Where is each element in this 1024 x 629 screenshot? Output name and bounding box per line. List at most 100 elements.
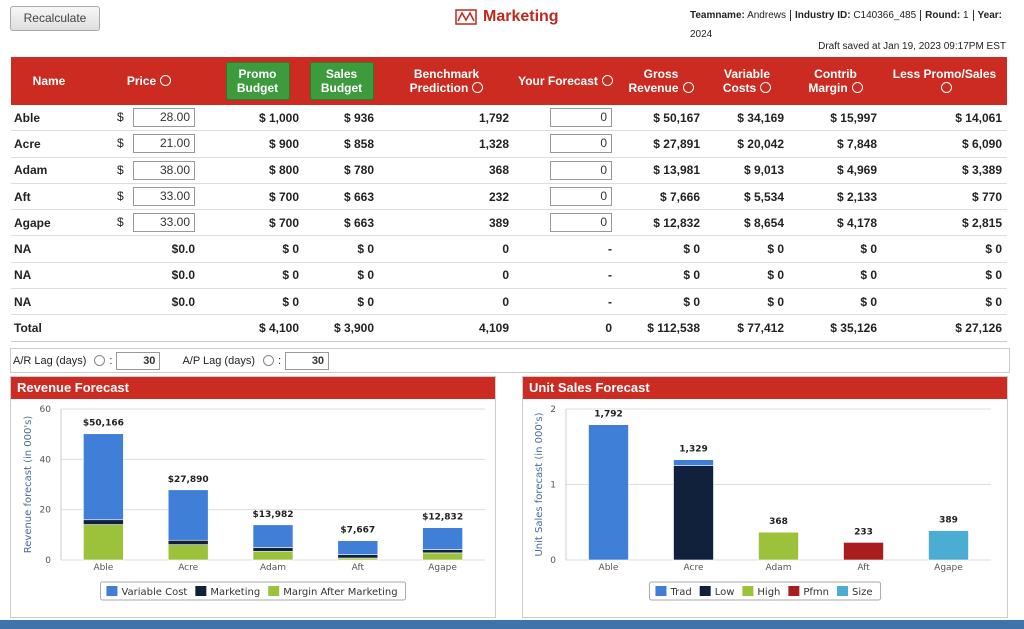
- cell-text: Aft: [14, 189, 31, 204]
- header-label: Gross Revenue: [628, 67, 679, 95]
- cell-text: $ 0: [767, 294, 784, 309]
- header-row: Name Price Promo Budget Sales Budget Benchma…: [11, 57, 1007, 105]
- y-tick-label: 20: [40, 506, 52, 516]
- cell-text: $ 770: [971, 189, 1002, 204]
- header-button[interactable]: Promo Budget: [225, 62, 290, 100]
- lag-input[interactable]: 30: [116, 351, 161, 370]
- cell-text: $ 0: [282, 268, 299, 283]
- cell-text: $ 663: [343, 215, 374, 230]
- cell-text: $ 9,013: [743, 163, 784, 178]
- table-cell: $ 13,981: [617, 157, 705, 184]
- field-value: 2024: [690, 29, 713, 40]
- cell-text: $ 12,832: [653, 215, 700, 230]
- cell-text: $ 4,100: [258, 321, 299, 336]
- bar-label: $12,832: [422, 513, 463, 523]
- x-tick-label: Agape: [934, 563, 963, 573]
- cell-text: $ 4,969: [836, 163, 877, 178]
- table-cell: $ 0: [304, 262, 379, 290]
- cell-text: -: [608, 242, 612, 257]
- table-cell: $0.0: [87, 235, 211, 263]
- cell-text: Adam: [14, 163, 48, 178]
- table-cell: $ 0: [617, 235, 705, 263]
- cell-text: $ 0: [357, 294, 374, 309]
- input-field[interactable]: 33.00: [133, 187, 195, 207]
- lag-input[interactable]: 30: [285, 351, 330, 370]
- cell-text: $ 50,167: [653, 110, 700, 125]
- y-tick-label: 1: [550, 481, 556, 491]
- lag-separator: :: [109, 354, 113, 367]
- table-cell: $ 34,169: [705, 105, 789, 132]
- table-cell: $ 8,654: [705, 209, 789, 237]
- cell-text: $ 0: [683, 242, 700, 257]
- table-cell: $ 0: [617, 288, 705, 316]
- table-cell: $ 0: [211, 262, 304, 290]
- input-field[interactable]: 0: [550, 134, 612, 154]
- table-cell: $ 12,832: [617, 209, 705, 237]
- bar-segment: [843, 542, 884, 561]
- input-field[interactable]: 0: [550, 108, 612, 128]
- field-value: 1: [962, 10, 969, 21]
- currency: $: [117, 188, 124, 203]
- legend-label: Low: [715, 587, 735, 598]
- cell-text: 0: [502, 242, 509, 257]
- bar-segment: [673, 465, 714, 561]
- table-cell: $ 5,534: [705, 183, 789, 211]
- recalculate-button[interactable]: Recalculate: [10, 6, 100, 31]
- title-text: Marketing: [483, 8, 559, 25]
- cell-text: NA: [14, 242, 32, 257]
- table-cell: $ 6,090: [882, 130, 1007, 158]
- input-field[interactable]: 0: [550, 160, 612, 180]
- input-field[interactable]: 0: [550, 187, 612, 207]
- cell-text: 1,328: [478, 136, 509, 151]
- bar-label: $13,982: [253, 510, 294, 520]
- table-row: Total $ 4,100 $ 3,900 4,109 0 $ 112,538 $ 77,4…: [11, 314, 1007, 342]
- legend: Variable Cost Marketing Margin After Marke…: [99, 581, 407, 601]
- info-icon: [682, 82, 694, 93]
- table-cell: Able: [11, 105, 87, 132]
- legend: Trad Low High Pfmn Size: [648, 581, 882, 601]
- table-cell: $ 4,178: [789, 209, 882, 237]
- input-field[interactable]: 0: [550, 213, 612, 233]
- cell-text: $ 5,534: [743, 189, 784, 204]
- table-cell: NA: [11, 235, 87, 263]
- table-cell: 0: [514, 183, 617, 211]
- input-field[interactable]: 38.00: [133, 160, 195, 180]
- table-cell: $ 112,538: [617, 314, 705, 342]
- table-cell: $ 0: [211, 288, 304, 316]
- unit-sales-chart: 0 1 2 Unit Sales forecast (in 000's) Able 1,7…: [534, 405, 991, 601]
- bar-segment: [167, 539, 209, 545]
- table-cell: $ 900: [211, 130, 304, 158]
- input-field[interactable]: 21.00: [133, 134, 195, 154]
- cell-text: $ 936: [343, 110, 374, 125]
- x-tick-label: Able: [599, 563, 619, 573]
- header-button[interactable]: Sales Budget: [309, 62, 374, 100]
- legend-swatch: [788, 586, 800, 596]
- cell-text: $ 800: [268, 163, 299, 178]
- info-icon: [160, 75, 172, 86]
- column-header: Benchmark Prediction: [379, 57, 514, 105]
- cell-text: $ 0: [985, 268, 1002, 283]
- table-cell: 0: [514, 314, 617, 342]
- marketing-table: Name Price Promo Budget Sales Budget Benchma…: [11, 57, 1007, 342]
- table-cell: $ 7,848: [789, 130, 882, 158]
- table-cell: 0: [379, 288, 514, 316]
- table-cell: -: [514, 235, 617, 263]
- input-field[interactable]: 33.00: [133, 213, 195, 233]
- table-cell: $ 0: [304, 288, 379, 316]
- cell-text: Agape: [14, 215, 51, 230]
- table-cell: $ 3,389: [882, 157, 1007, 184]
- table-cell: $38.00: [87, 157, 211, 184]
- legend-label: High: [757, 587, 780, 598]
- header-label: Variable Costs: [722, 67, 771, 95]
- lag-separator: :: [278, 354, 282, 367]
- cell-text: -: [608, 268, 612, 283]
- cell-text: 0: [502, 294, 509, 309]
- cell-text: $ 112,538: [647, 321, 700, 336]
- table-cell: $28.00: [87, 105, 211, 132]
- table-cell: $ 7,666: [617, 183, 705, 211]
- input-field[interactable]: 28.00: [133, 108, 195, 128]
- table-cell: $ 35,126: [789, 314, 882, 342]
- column-header: Your Forecast: [514, 57, 617, 105]
- table-cell: $ 1,000: [211, 105, 304, 132]
- info-icon: [263, 355, 274, 366]
